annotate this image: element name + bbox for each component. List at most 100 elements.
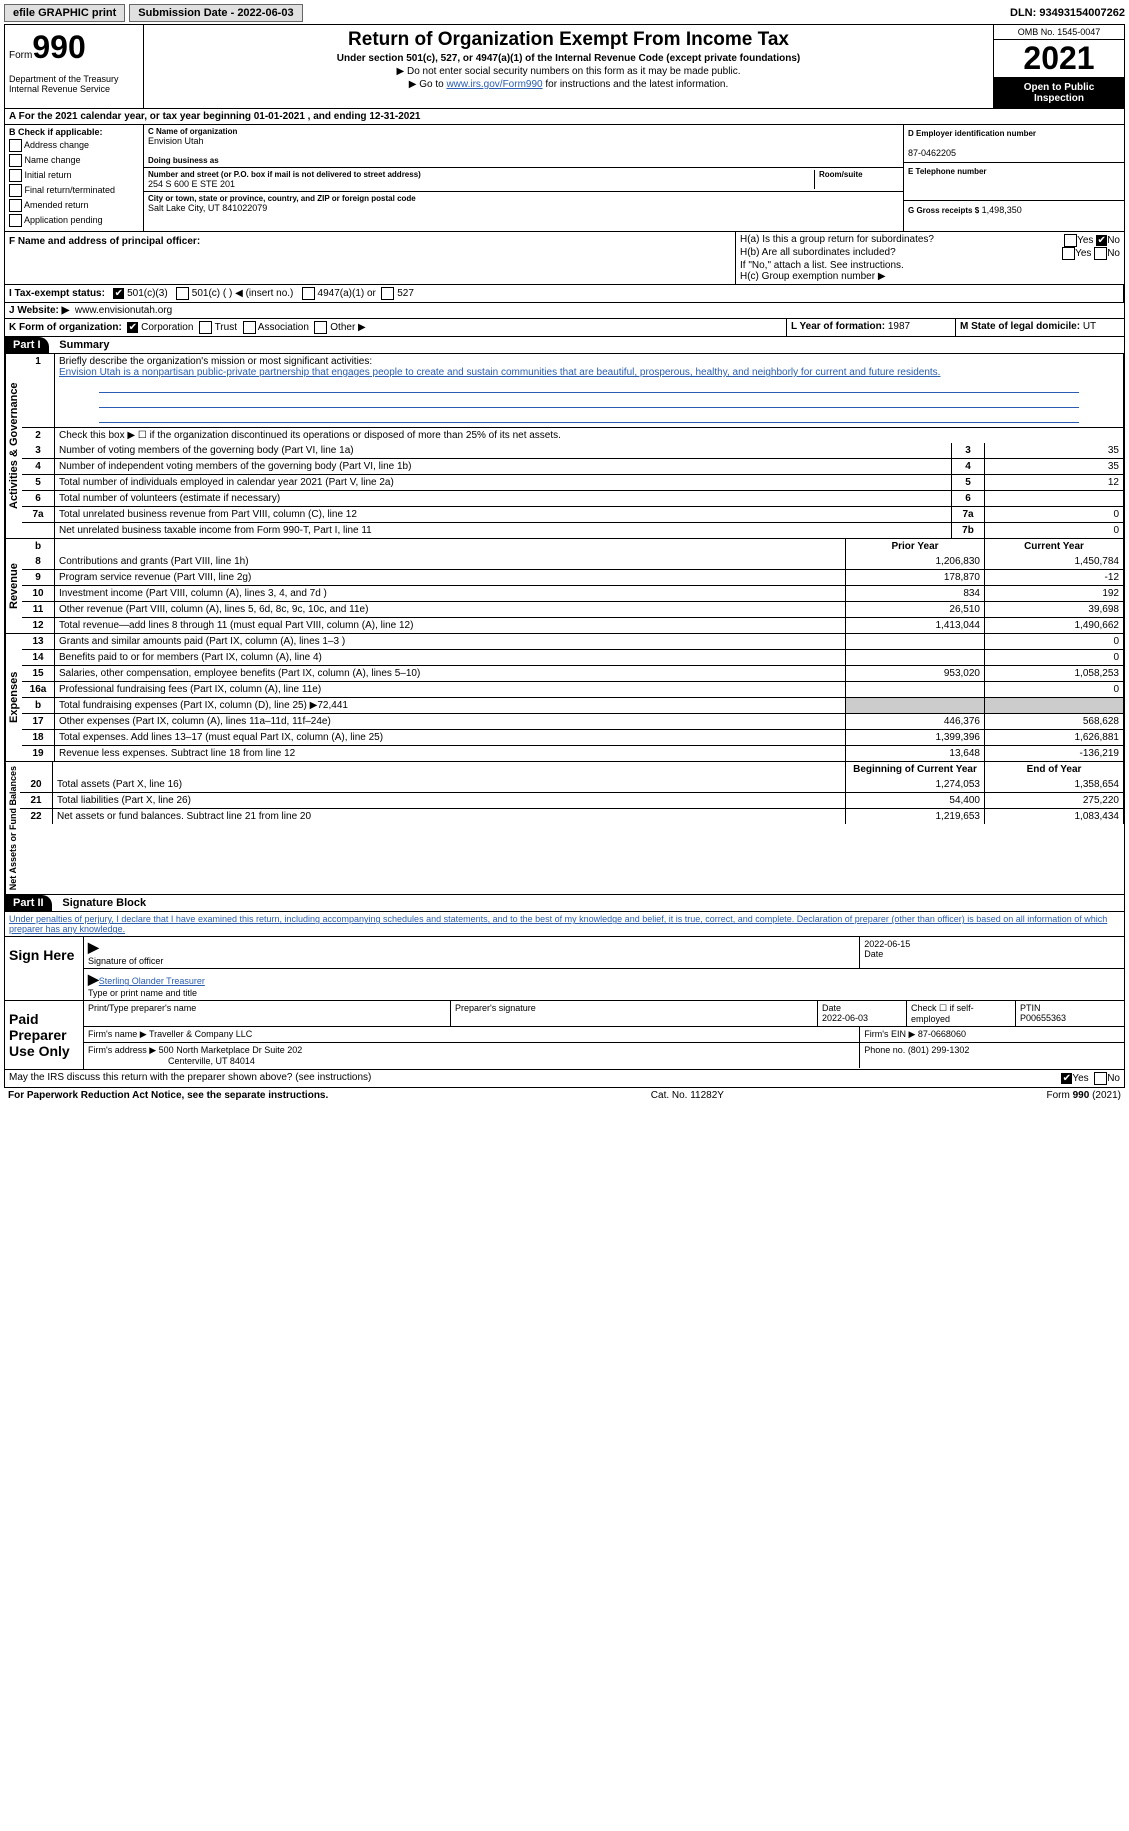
table-row: 21Total liabilities (Part X, line 26)54,… [20, 793, 1124, 809]
discuss-row: May the IRS discuss this return with the… [4, 1070, 1125, 1088]
part2-bar: Part II Signature Block [4, 895, 1125, 912]
efile-button[interactable]: efile GRAPHIC print [4, 4, 125, 22]
netassets-section: Net Assets or Fund Balances Beginning of… [4, 762, 1125, 895]
vlabel-net: Net Assets or Fund Balances [5, 762, 20, 894]
table-row: 15Salaries, other compensation, employee… [22, 666, 1124, 682]
mission: Envision Utah is a nonpartisan public-pr… [59, 367, 940, 378]
irs-link[interactable]: www.irs.gov/Form990 [446, 79, 542, 90]
chk-name[interactable]: Name change [9, 154, 139, 167]
city: Salt Lake City, UT 841022079 [148, 203, 899, 213]
tel-lbl: E Telephone number [908, 167, 1120, 176]
table-row: 5Total number of individuals employed in… [22, 475, 1124, 491]
table-row: 20Total assets (Part X, line 16)1,274,05… [20, 777, 1124, 793]
room-lbl: Room/suite [819, 170, 899, 179]
vlabel-exp: Expenses [5, 634, 22, 761]
part1-bar: Part I Summary [4, 337, 1125, 354]
table-row: Net unrelated business taxable income fr… [22, 523, 1124, 539]
ein-lbl: D Employer identification number [908, 129, 1120, 138]
ein: 87-0462205 [908, 148, 1120, 158]
table-row: 7aTotal unrelated business revenue from … [22, 507, 1124, 523]
dba-lbl: Doing business as [148, 156, 899, 165]
chk-address[interactable]: Address change [9, 139, 139, 152]
revenue-section: Revenue bPrior YearCurrent Year 8Contrib… [4, 539, 1125, 634]
declaration: Under penalties of perjury, I declare th… [4, 912, 1125, 937]
table-row: 6Total number of volunteers (estimate if… [22, 491, 1124, 507]
form-word: Form [9, 50, 32, 61]
hb-note: If "No," attach a list. See instructions… [740, 260, 1120, 271]
form-header: Form990 Department of the Treasury Inter… [4, 24, 1125, 109]
table-row: 14Benefits paid to or for members (Part … [22, 650, 1124, 666]
ha-label: H(a) Is this a group return for subordin… [740, 234, 1064, 247]
main-title: Return of Organization Exempt From Incom… [148, 29, 989, 51]
website: www.envisionutah.org [75, 305, 172, 316]
paid-preparer-section: Paid Preparer Use Only Print/Type prepar… [4, 1001, 1125, 1070]
sign-here-section: Sign Here ▶Signature of officer 2022-06-… [4, 937, 1125, 1001]
chk-initial[interactable]: Initial return [9, 169, 139, 182]
instr-1: ▶ Do not enter social security numbers o… [148, 66, 989, 77]
paid-label: Paid Preparer Use Only [5, 1001, 84, 1069]
row-fh: F Name and address of principal officer:… [4, 232, 1125, 319]
col-b: B Check if applicable: Address change Na… [5, 125, 144, 231]
instr-2: ▶ Go to www.irs.gov/Form990 for instruct… [148, 79, 989, 90]
org-name-lbl: C Name of organization [148, 127, 899, 136]
table-row: 11Other revenue (Part VIII, column (A), … [22, 602, 1124, 618]
form-number: 990 [32, 29, 85, 65]
dln-label: DLN: 93493154007262 [1010, 7, 1125, 19]
col-c: C Name of organization Envision Utah Doi… [144, 125, 903, 231]
governance-section: Activities & Governance 1 Briefly descri… [4, 354, 1125, 539]
gross-lbl: G Gross receipts $ [908, 206, 979, 215]
addr: 254 S 600 E STE 201 [148, 179, 814, 189]
footer-left: For Paperwork Reduction Act Notice, see … [8, 1090, 328, 1101]
table-row: 9Program service revenue (Part VIII, lin… [22, 570, 1124, 586]
footer-mid: Cat. No. 11282Y [651, 1090, 724, 1101]
part2-hdr: Part II [5, 895, 52, 911]
tax-year: 2021 [994, 40, 1124, 78]
hc-label: H(c) Group exemption number ▶ [740, 271, 1120, 282]
table-row: 8Contributions and grants (Part VIII, li… [22, 554, 1124, 570]
vlabel-gov: Activities & Governance [5, 354, 22, 538]
table-row: 4Number of independent voting members of… [22, 459, 1124, 475]
part1-title: Summary [51, 339, 109, 351]
inspection-label: Open to Public Inspection [994, 78, 1124, 108]
q2: Check this box ▶ ☐ if the organization d… [55, 428, 1124, 444]
page-footer: For Paperwork Reduction Act Notice, see … [4, 1088, 1125, 1103]
table-row: 10Investment income (Part VIII, column (… [22, 586, 1124, 602]
table-row: 16aProfessional fundraising fees (Part I… [22, 682, 1124, 698]
table-row: 18Total expenses. Add lines 13–17 (must … [22, 730, 1124, 746]
f-label: F Name and address of principal officer: [9, 236, 200, 247]
row-klm: K Form of organization: ✔ Corporation Tr… [4, 319, 1125, 337]
table-row: 17Other expenses (Part IX, column (A), l… [22, 714, 1124, 730]
chk-501c3[interactable]: ✔ [113, 288, 124, 299]
subtitle: Under section 501(c), 527, or 4947(a)(1)… [148, 53, 989, 64]
part1-hdr: Part I [5, 337, 49, 353]
city-lbl: City or town, state or province, country… [148, 194, 899, 203]
q1: Briefly describe the organization's miss… [59, 356, 372, 367]
i-label: I Tax-exempt status: [9, 288, 105, 299]
col-b-title: B Check if applicable: [9, 127, 139, 137]
section-bcd: B Check if applicable: Address change Na… [4, 125, 1125, 232]
table-row: 19Revenue less expenses. Subtract line 1… [22, 746, 1124, 762]
footer-right: Form 990 (2021) [1047, 1090, 1121, 1101]
table-row: 3Number of voting members of the governi… [22, 443, 1124, 459]
vlabel-rev: Revenue [5, 539, 22, 633]
chk-pending[interactable]: Application pending [9, 214, 139, 227]
hb-label: H(b) Are all subordinates included? [740, 247, 1062, 260]
org-name: Envision Utah [148, 136, 899, 146]
j-label: J Website: ▶ [9, 305, 69, 316]
chk-final[interactable]: Final return/terminated [9, 184, 139, 197]
addr-lbl: Number and street (or P.O. box if mail i… [148, 170, 814, 179]
col-d: D Employer identification number 87-0462… [903, 125, 1124, 231]
expenses-section: Expenses 13Grants and similar amounts pa… [4, 634, 1125, 762]
omb-number: OMB No. 1545-0047 [994, 25, 1124, 40]
table-row: 13Grants and similar amounts paid (Part … [22, 634, 1124, 650]
table-row: 22Net assets or fund balances. Subtract … [20, 809, 1124, 825]
submission-button[interactable]: Submission Date - 2022-06-03 [129, 4, 302, 22]
gross: 1,498,350 [982, 205, 1022, 215]
line-a: A For the 2021 calendar year, or tax yea… [4, 109, 1125, 125]
dept-label: Department of the Treasury Internal Reve… [9, 74, 139, 94]
table-row: bTotal fundraising expenses (Part IX, co… [22, 698, 1124, 714]
chk-amended[interactable]: Amended return [9, 199, 139, 212]
part2-title: Signature Block [54, 897, 146, 909]
top-bar: efile GRAPHIC print Submission Date - 20… [4, 4, 1125, 22]
sign-here-label: Sign Here [5, 937, 84, 1000]
